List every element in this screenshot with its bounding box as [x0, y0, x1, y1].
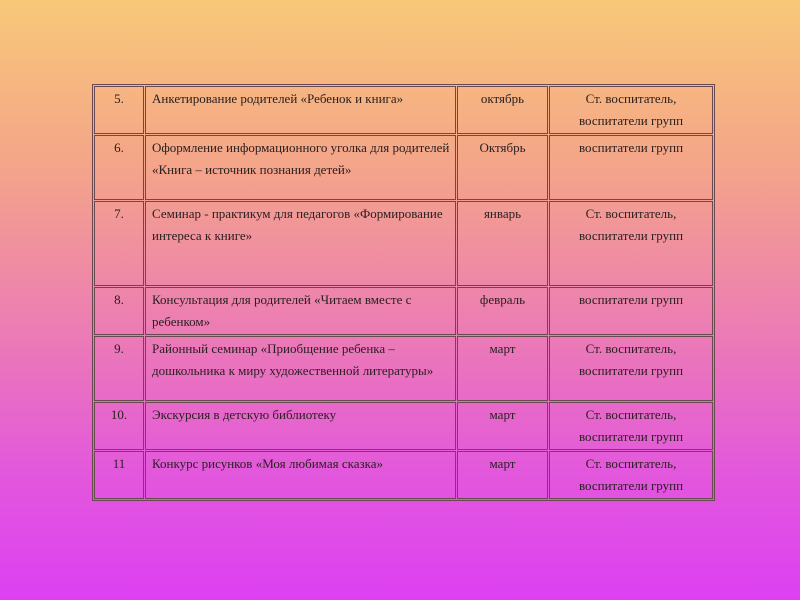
row-number: 7. [94, 201, 144, 286]
responsible: Ст. воспитатель, воспитатели групп [549, 451, 713, 499]
activity: Семинар - практикум для педагогов «Форми… [145, 201, 456, 286]
row-number: 5. [94, 86, 144, 134]
activity: Анкетирование родителей «Ребенок и книга… [145, 86, 456, 134]
table-row: 6. Оформление информационного уголка для … [94, 135, 713, 200]
plan-table: 5. Анкетирование родителей «Ребенок и кни… [92, 84, 715, 501]
month: февраль [457, 287, 548, 335]
responsible: Ст. воспитатель, воспитатели групп [549, 402, 713, 450]
activity: Конкурс рисунков «Моя любимая сказка» [145, 451, 456, 499]
responsible: воспитатели групп [549, 135, 713, 200]
row-number: 10. [94, 402, 144, 450]
month: март [457, 336, 548, 401]
table-row: 8. Консультация для родителей «Читаем вме… [94, 287, 713, 335]
row-number: 11 [94, 451, 144, 499]
row-number: 8. [94, 287, 144, 335]
table-row: 10. Экскурсия в детскую библиотеку март Ст.… [94, 402, 713, 450]
table-row: 9. Районный семинар «Приобщение ребенка –… [94, 336, 713, 401]
table-row: 11 Конкурс рисунков «Моя любимая сказка» м… [94, 451, 713, 499]
activity: Районный семинар «Приобщение ребенка – д… [145, 336, 456, 401]
month: Октябрь [457, 135, 548, 200]
month: март [457, 402, 548, 450]
row-number: 9. [94, 336, 144, 401]
table-row: 5. Анкетирование родителей «Ребенок и кни… [94, 86, 713, 134]
responsible: Ст. воспитатель, воспитатели групп [549, 201, 713, 286]
table-row: 7. Семинар - практикум для педагогов «Фор… [94, 201, 713, 286]
row-number: 6. [94, 135, 144, 200]
table-body: 5. Анкетирование родителей «Ребенок и кни… [94, 86, 713, 499]
month: март [457, 451, 548, 499]
responsible: воспитатели групп [549, 287, 713, 335]
activity: Консультация для родителей «Читаем вмест… [145, 287, 456, 335]
activity: Оформление информационного уголка для ро… [145, 135, 456, 200]
month: октябрь [457, 86, 548, 134]
responsible: Ст. воспитатель, воспитатели групп [549, 86, 713, 134]
activity: Экскурсия в детскую библиотеку [145, 402, 456, 450]
responsible: Ст. воспитатель, воспитатели групп [549, 336, 713, 401]
month: январь [457, 201, 548, 286]
